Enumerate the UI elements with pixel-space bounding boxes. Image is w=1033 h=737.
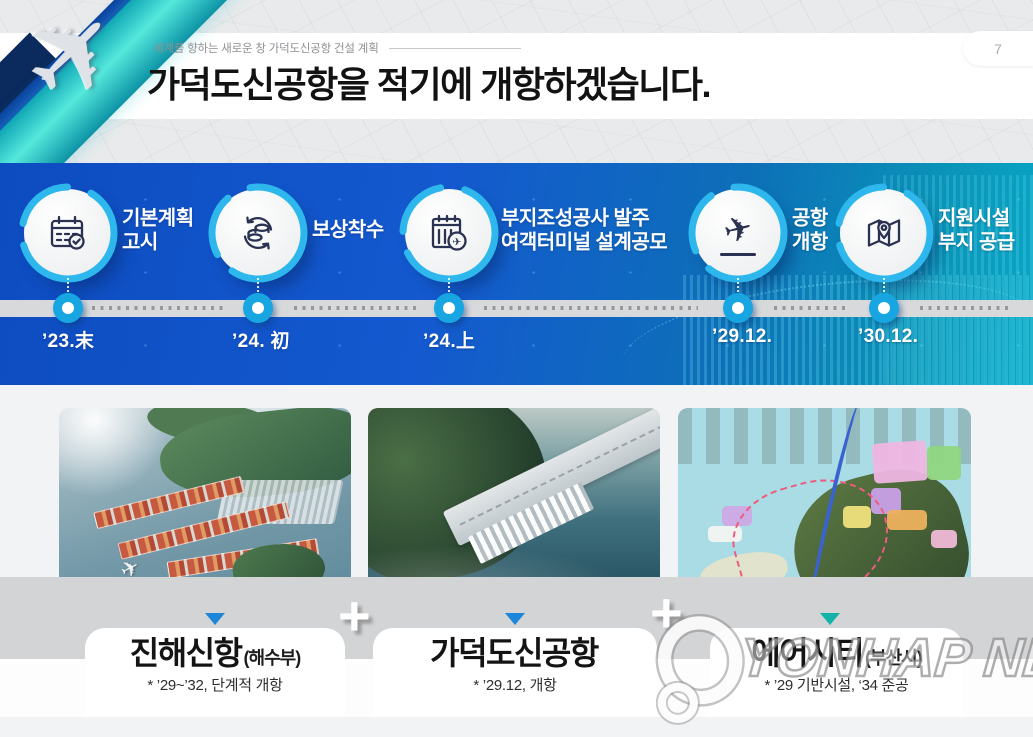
svg-text:✈: ✈ [452,237,461,249]
project-card-jinhae: 진해신항 (해수부) * ’29~’32, 단계적 개항 [85,628,345,717]
plus-separator: + [338,584,371,647]
milestone-label: 지원시설 부지 공급 [938,207,1015,253]
card-note: * ’29 기반시설, ‘34 준공 [764,676,909,694]
timeline-node [243,293,273,323]
plus-separator: + [650,581,683,644]
eyebrow-row: 세계를 향하는 새로운 창 가덕도신공항 건설 계획 [153,40,521,56]
milestone-circle-2 [208,183,308,283]
header-banner: ✈ 세계를 향하는 새로운 창 가덕도신공항 건설 계획 가덕도신공항을 적기에… [0,0,1033,163]
eyebrow-divider [388,47,521,49]
card-title-row: 에어시티 (부산시) [751,635,923,671]
connector-decor [257,278,259,300]
milestone-label: 보상착수 [312,219,384,242]
eyebrow-text: 세계를 향하는 새로운 창 가덕도신공항 건설 계획 [153,43,379,55]
card-pointer-triangle [205,613,225,625]
milestone-date: ’23.末 [42,331,95,352]
timeline-dots [920,306,1012,310]
milestone-label: 기본계획 고시 [122,207,194,253]
timeline-node [434,293,464,323]
milestone-circle-4: ✈ [688,183,788,283]
art-layer [931,530,957,548]
cyan-ring-decor [18,183,118,283]
plane-takeoff-icon: ✈ [720,208,756,256]
milestone-label: 공항 개항 [792,207,828,253]
card-title-row: 진해신항 (해수부) [129,635,302,671]
connector-decor [448,278,450,300]
cyan-ring-decor [399,183,499,283]
page-number: 7 [994,40,1002,57]
timeline-dots [92,306,224,310]
map-pin-icon [867,219,901,247]
cyan-ring-decor [688,183,788,283]
connector-decor [737,278,739,300]
cyan-ring-decor [834,183,934,283]
art-layer [871,488,901,514]
art-layer [708,526,742,542]
connector-decor [67,278,69,300]
timeline-node [53,293,83,323]
milestone-circle-1 [18,183,118,283]
art-layer [843,506,871,528]
card-note: * ’29~’32, 단계적 개항 [147,676,283,694]
card-pointer-triangle [820,613,840,625]
milestone-circle-3: ✈ [399,183,499,283]
timeline-dots [484,306,698,310]
card-pointer-triangle [505,613,525,625]
card-title: 진해신항 [129,635,243,671]
art-layer [887,510,927,530]
milestone-date: ’24.上 [423,331,476,352]
milestone-date: ’30.12. [858,326,919,347]
connector-decor [883,278,885,300]
timeline-node [869,293,899,323]
card-title-row: 가덕도신공항 [430,635,600,671]
card-qualifier: (해수부) [243,648,302,668]
cyan-ring-decor [208,183,308,283]
milestone-date: ’24. 初 [232,331,290,352]
page-title: 가덕도신공항을 적기에 개항하겠습니다. [147,64,712,105]
card-title: 에어시티 [751,635,864,671]
timeline-node [723,293,753,323]
project-card-gadeokdo: 가덕도신공항 * ’29.12, 개항 [373,628,657,717]
card-qualifier: (부산시) [865,648,923,668]
art-layer [927,446,961,480]
milestone-circle-5 [834,183,934,283]
calendar-plane-icon: ✈ [431,214,467,251]
page-number-badge: 7 [963,31,1033,66]
calendar-check-icon [50,215,85,250]
milestone-date: ’29.12. [712,326,773,347]
art-layer [871,440,929,484]
card-title: 가덕도신공항 [430,635,599,671]
compensation-coins-icon [243,216,273,250]
timeline-dots [294,306,416,310]
art-layer [722,506,752,526]
timeline-banner: 기본계획 고시 ’23.末 보상착수 ’24. 初 [0,163,1033,385]
card-note: * ’29.12, 개항 [473,676,557,694]
milestone-label: 부지조성공사 발주 여객터미널 설계공모 [501,207,668,253]
project-card-aircity: 에어시티 (부산시) * ’29 기반시설, ‘34 준공 [710,628,963,717]
runway-line [720,253,756,256]
timeline-dots [774,306,850,310]
